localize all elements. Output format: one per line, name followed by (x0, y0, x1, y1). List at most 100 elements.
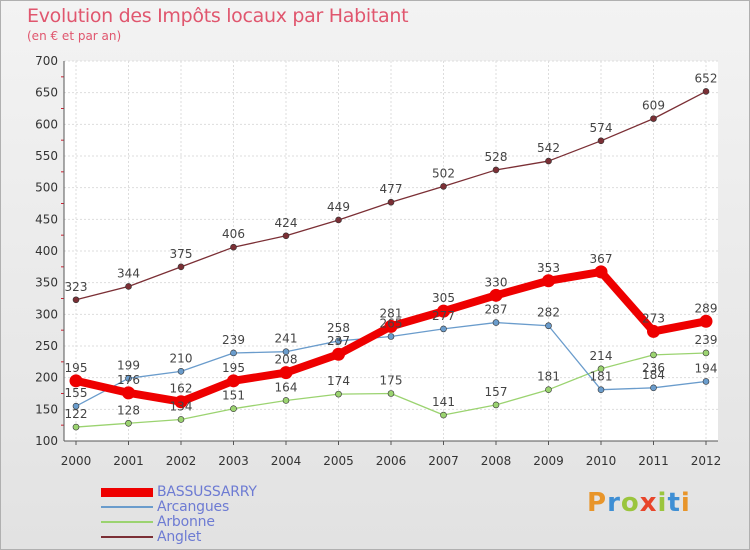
data-label: 273 (642, 311, 665, 325)
data-point (440, 411, 447, 419)
data-label: 652 (695, 71, 718, 85)
y-tick-label: 200 (35, 371, 58, 385)
legend-item: Arcangues (101, 500, 361, 515)
data-label: 122 (65, 407, 88, 421)
data-point (542, 274, 555, 288)
chart-subtitle: (en € et par an) (27, 29, 122, 43)
data-label: 375 (170, 247, 193, 261)
data-point (335, 390, 342, 398)
data-point (437, 304, 450, 318)
data-point (282, 348, 290, 356)
data-point (230, 349, 237, 357)
data-label: 542 (537, 141, 560, 155)
x-tick-label: 2001 (113, 454, 144, 468)
data-point (545, 386, 552, 394)
data-point (650, 384, 657, 392)
data-label: 237 (327, 334, 350, 348)
data-point (702, 378, 710, 385)
y-tick-label: 400 (35, 244, 58, 258)
logo-letter: t (667, 488, 681, 518)
x-tick-label: 2003 (218, 454, 249, 468)
data-point (387, 390, 395, 397)
data-label: 258 (327, 321, 350, 335)
data-label: 424 (275, 216, 298, 230)
data-point (702, 88, 710, 95)
data-label: 236 (642, 361, 665, 375)
x-tick-label: 2005 (323, 454, 354, 468)
data-point (177, 368, 185, 375)
data-label: 367 (590, 252, 613, 266)
data-point (545, 157, 552, 165)
data-point (174, 395, 188, 409)
data-label: 181 (590, 370, 613, 384)
legend-label: Arbonne (157, 514, 215, 530)
data-label: 181 (537, 370, 560, 384)
data-point (335, 337, 342, 345)
logo-letter: r (607, 488, 621, 518)
data-point (282, 232, 290, 240)
data-label: 449 (327, 200, 350, 214)
logo-letter: i (680, 488, 691, 518)
data-point (545, 322, 552, 330)
y-tick-label: 300 (35, 307, 58, 321)
data-point (492, 319, 500, 326)
x-tick-label: 2010 (586, 454, 617, 468)
data-point (647, 324, 660, 338)
logo-letter: P (587, 488, 608, 518)
x-tick-label: 2000 (61, 454, 92, 468)
data-point (440, 183, 447, 190)
data-point (72, 296, 80, 304)
data-point (597, 137, 605, 145)
legend-label: Arcangues (157, 499, 230, 515)
data-label: 195 (65, 361, 88, 375)
data-label: 265 (380, 317, 403, 331)
data-point (332, 347, 345, 361)
data-label: 609 (642, 99, 665, 113)
data-label: 184 (642, 368, 665, 382)
x-tick-label: 2012 (691, 454, 722, 468)
data-label: 287 (485, 303, 508, 317)
y-tick-label: 250 (35, 339, 58, 353)
data-label: 155 (65, 386, 88, 400)
data-label: 281 (380, 306, 403, 320)
data-label: 282 (537, 306, 560, 320)
data-label: 208 (275, 353, 298, 367)
x-tick-label: 2004 (271, 454, 302, 468)
data-label: 199 (117, 358, 140, 372)
logo-letter: o (620, 488, 640, 518)
proxiti-logo: Proxiti (587, 488, 691, 518)
data-label: 289 (695, 301, 718, 315)
data-point (227, 374, 240, 388)
legend-item: Anglet (101, 530, 361, 545)
chart-title: Evolution des Impôts locaux par Habitant (27, 5, 409, 27)
legend-swatch (101, 521, 153, 523)
data-label: 528 (485, 150, 508, 164)
legend-item: Arbonne (101, 515, 361, 530)
data-label: 134 (170, 399, 193, 413)
data-point (279, 366, 293, 380)
x-tick-label: 2007 (428, 454, 459, 468)
data-point (230, 405, 237, 413)
data-point (230, 243, 237, 251)
data-label: 164 (275, 380, 298, 394)
data-point (125, 419, 132, 427)
y-tick-label: 350 (35, 276, 58, 290)
data-label: 128 (117, 403, 140, 417)
data-point (650, 115, 657, 122)
data-point (384, 319, 398, 333)
data-label: 330 (485, 275, 508, 289)
data-point (650, 351, 657, 359)
data-label: 353 (537, 261, 560, 275)
y-tick-label: 600 (35, 117, 58, 131)
y-tick-label: 650 (35, 86, 58, 100)
x-tick-label: 2008 (481, 454, 512, 468)
x-tick-label: 2011 (638, 454, 669, 468)
data-label: 210 (170, 351, 193, 365)
data-point (702, 349, 710, 357)
data-label: 239 (222, 333, 245, 347)
y-tick-label: 500 (35, 181, 58, 195)
y-tick-label: 450 (35, 212, 58, 226)
data-label: 157 (485, 385, 508, 399)
data-point (387, 333, 395, 340)
